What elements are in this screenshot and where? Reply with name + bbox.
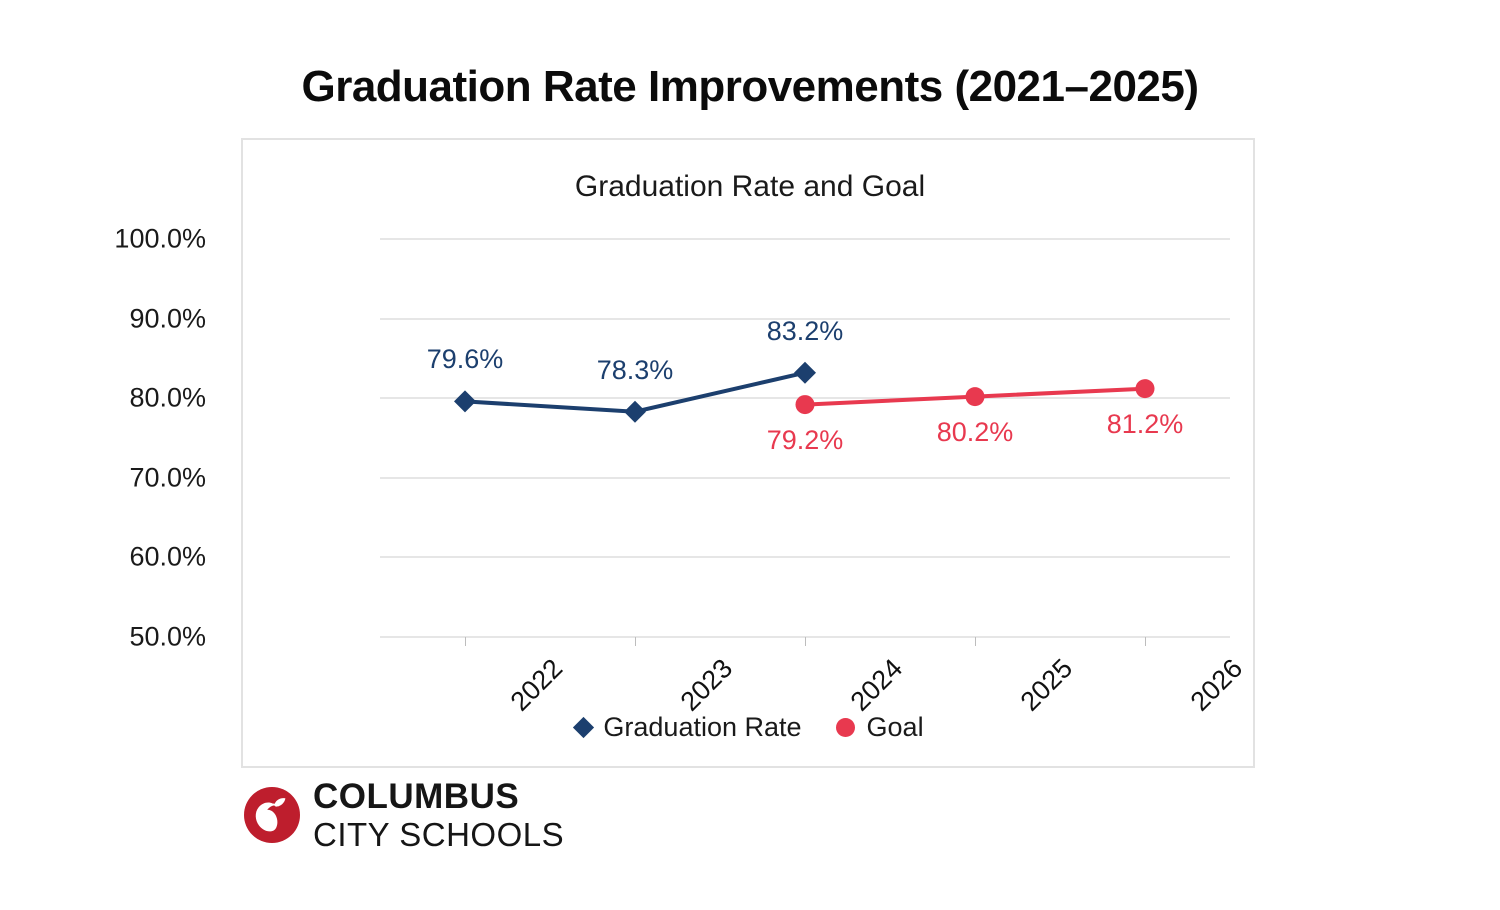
gridline	[380, 476, 1230, 479]
gridline	[380, 317, 1230, 320]
circle-marker-icon	[835, 718, 855, 737]
data-point-label: 79.6%	[426, 344, 504, 375]
diamond-marker-icon	[573, 716, 595, 739]
apple-logo-icon	[244, 787, 300, 843]
y-axis-tick-label: 80.0%	[129, 382, 206, 413]
data-point-marker[interactable]	[965, 387, 985, 407]
chart-title: Graduation Rate and Goal	[574, 170, 926, 203]
y-axis-tick-label: 60.0%	[129, 541, 206, 572]
data-point-marker[interactable]	[795, 395, 815, 415]
data-point-label: 78.3%	[596, 354, 674, 385]
data-point-marker[interactable]	[1135, 379, 1155, 399]
legend-item-graduation-rate[interactable]: Graduation Rate	[573, 712, 802, 743]
gridline	[380, 556, 1230, 559]
chart-legend: Graduation Rate Goal	[243, 712, 1257, 743]
logo-line-columbus: COLUMBUS	[313, 777, 520, 816]
x-axis-tick-mark	[975, 637, 976, 646]
x-axis-tick-label: 2022	[504, 653, 569, 717]
logo-line-city-schools: CITY SCHOOLS	[313, 816, 565, 853]
page-title: Graduation Rate Improvements (2021–2025)	[301, 62, 1199, 111]
y-axis-tick-label: 50.0%	[129, 621, 206, 652]
x-axis-tick-label: 2025	[1014, 653, 1079, 717]
data-point-marker[interactable]	[624, 400, 646, 423]
x-axis-tick-label: 2026	[1184, 653, 1249, 717]
data-point-label: 80.2%	[936, 416, 1014, 447]
x-axis-tick-mark	[1145, 637, 1146, 646]
data-point-label: 83.2%	[766, 315, 844, 346]
plot-area: 50.0% 60.0% 70.0% 80.0% 90.0% 100.0% 2022 2023…	[114, 224, 1248, 717]
chart-container: Graduation Rate and Goal 50.0% 60.0% 70.0%…	[114, 138, 1257, 768]
series-plot	[454, 361, 1155, 423]
data-point-marker[interactable]	[454, 390, 476, 413]
data-point-label: 79.2%	[766, 424, 844, 455]
columbus-city-schools-logo: COLUMBUS CITY SCHOOLS	[243, 779, 564, 851]
legend-item-goal[interactable]: Goal	[835, 712, 924, 743]
legend-label-goal: Goal	[866, 712, 924, 742]
data-point-marker[interactable]	[794, 361, 816, 384]
y-axis-tick-label: 100.0%	[114, 223, 206, 254]
y-axis-tick-label: 90.0%	[129, 303, 206, 334]
x-axis-tick-mark	[805, 637, 806, 646]
gridline	[380, 238, 1230, 240]
x-axis-tick-label: 2023	[674, 653, 739, 717]
x-axis-tick-label: 2024	[844, 653, 909, 717]
x-axis-tick-mark	[465, 637, 466, 646]
logo-wordmark: COLUMBUS CITY SCHOOLS	[313, 779, 564, 851]
data-point-label: 81.2%	[1106, 408, 1184, 439]
y-axis-tick-label: 70.0%	[129, 462, 206, 493]
x-axis-tick-mark	[635, 637, 636, 646]
legend-label-graduation-rate: Graduation Rate	[603, 712, 802, 742]
